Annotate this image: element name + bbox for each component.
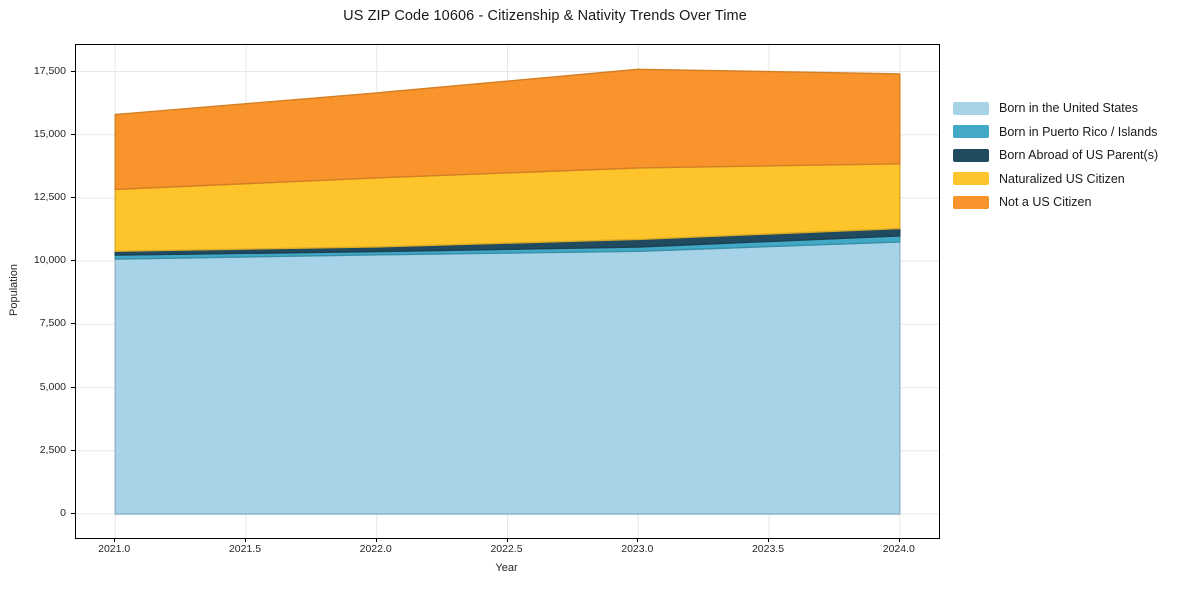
x-tick-mark [637, 538, 639, 542]
legend-item-3: Naturalized US Citizen [953, 172, 1158, 186]
x-tick-mark [768, 538, 769, 542]
legend-item-0: Born in the United States [953, 101, 1158, 115]
legend-label: Born in Puerto Rico / Islands [999, 124, 1158, 139]
y-tick-mark [71, 197, 75, 198]
x-tick-mark [375, 538, 377, 542]
y-tick-mark [71, 70, 75, 72]
y-tick-mark [71, 386, 75, 388]
y-tick-label: 15,000 [33, 127, 66, 140]
legend-label: Born in the United States [999, 101, 1138, 115]
area-series-4 [114, 68, 901, 191]
x-tick-mark [245, 538, 246, 542]
y-tick-mark [71, 323, 75, 325]
x-tick-label: 2023.5 [751, 543, 785, 555]
y-tick-mark [71, 449, 75, 451]
chart-title: US ZIP Code 10606 - Citizenship & Nativi… [343, 8, 747, 24]
x-axis-label: Year [495, 562, 518, 574]
y-tick-label: 5,000 [39, 380, 66, 393]
y-tick-label: 10,000 [33, 254, 66, 267]
legend-swatch-icon [953, 195, 989, 209]
x-tick-label: 2023.0 [621, 543, 654, 555]
legend-item-1: Born in Puerto Rico / Islands [953, 125, 1158, 139]
x-tick-label: 2021.0 [98, 543, 131, 555]
area-series-0 [114, 241, 901, 515]
x-tick-mark [114, 538, 116, 542]
y-tick-label: 12,500 [33, 191, 66, 203]
legend-swatch-icon [953, 172, 989, 185]
legend: Born in the United States Born in Puerto … [953, 101, 1158, 219]
x-tick-label: 2021.5 [228, 543, 262, 555]
y-tick-label: 2,500 [39, 443, 66, 456]
y-tick-label: 0 [60, 507, 66, 519]
x-tick-mark [898, 538, 900, 542]
stacked-area-chart [76, 45, 939, 538]
y-axis-label: Population [8, 264, 20, 316]
x-tick-label: 2022.0 [359, 543, 392, 555]
legend-item-4: Not a US Citizen [953, 195, 1158, 209]
x-tick-label: 2024.0 [882, 543, 915, 555]
legend-label: Not a US Citizen [999, 195, 1092, 209]
x-tick-label: 2022.5 [490, 543, 523, 555]
legend-label: Naturalized US Citizen [999, 171, 1125, 186]
legend-item-2: Born Abroad of US Parent(s) [953, 148, 1158, 162]
y-tick-mark [71, 133, 75, 135]
y-tick-mark [71, 513, 75, 514]
x-tick-mark [506, 538, 508, 542]
y-tick-label: 7,500 [39, 317, 66, 330]
y-tick-label: 17,500 [33, 64, 66, 77]
legend-swatch-icon [953, 148, 989, 162]
legend-swatch-icon [953, 101, 989, 115]
plot-area [75, 44, 940, 539]
legend-label: Born Abroad of US Parent(s) [999, 148, 1159, 162]
legend-swatch-icon [953, 125, 989, 138]
y-tick-mark [71, 260, 75, 262]
